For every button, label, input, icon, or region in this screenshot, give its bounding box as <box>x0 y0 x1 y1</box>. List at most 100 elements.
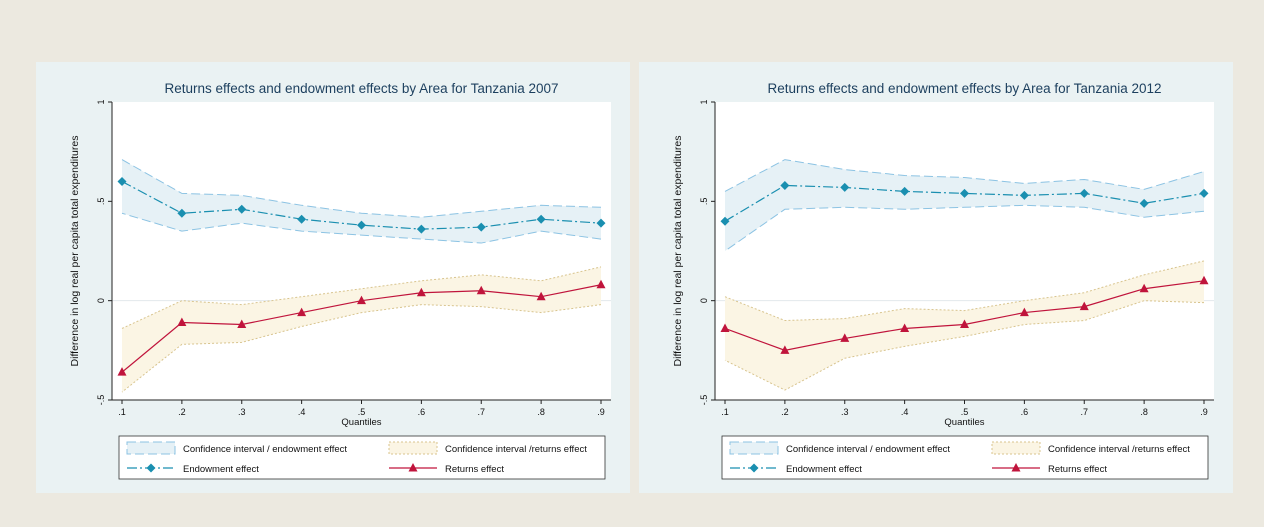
y-tick-label: -.5 <box>699 395 709 406</box>
legend-swatch-band-returns <box>388 441 438 455</box>
x-tick-label: .8 <box>537 407 545 417</box>
endowment-marker <box>1199 188 1209 198</box>
legend-swatch-band-endow <box>126 441 176 455</box>
x-tick-label: .6 <box>418 407 426 417</box>
returns-marker <box>177 317 187 327</box>
returns-marker <box>1079 301 1089 311</box>
legend-marker-line-endow <box>749 463 759 473</box>
x-tick-label: .4 <box>298 407 306 417</box>
legend-box <box>721 435 1209 480</box>
returns-marker <box>960 319 969 329</box>
returns-marker <box>720 323 730 332</box>
x-tick-label: .4 <box>901 407 909 417</box>
legend-swatch-band-returns <box>991 441 1041 455</box>
y-axis-label: Difference in log real per capita total … <box>672 136 684 367</box>
legend-swatch-band-endow <box>729 441 779 455</box>
x-tick-label: .5 <box>961 407 969 417</box>
legend-marker-line-endow <box>146 463 156 473</box>
legend-label: Confidence interval / endowment effect <box>183 444 347 455</box>
returns-marker <box>780 345 790 354</box>
legend-label: Returns effect <box>1048 464 1107 475</box>
legend-marker-line-returns <box>1011 463 1021 472</box>
endowment-marker <box>1139 198 1149 208</box>
returns-marker <box>476 285 486 295</box>
returns-marker <box>117 367 127 376</box>
endowment-marker <box>840 182 850 192</box>
x-tick-label: .9 <box>1200 407 1208 417</box>
x-tick-label: .2 <box>178 407 186 417</box>
ci-band-returns <box>122 266 601 393</box>
x-tick-label: .9 <box>597 407 605 417</box>
returns-marker <box>900 323 910 332</box>
x-tick-label: .5 <box>358 407 366 417</box>
chart-2007: Returns effects and endowment effects by… <box>69 81 611 480</box>
ci-band-endowment-lower <box>724 204 1205 252</box>
endowment-marker <box>960 188 969 198</box>
endowment-marker <box>720 216 730 226</box>
x-tick-label: .3 <box>238 407 246 417</box>
returns-marker <box>237 319 247 329</box>
endowment-marker <box>1079 188 1089 198</box>
legend-box <box>118 435 606 480</box>
endowment-marker <box>177 208 187 218</box>
returns-marker <box>596 279 606 289</box>
endowment-line <box>724 184 1205 222</box>
returns-marker <box>536 291 546 301</box>
returns-marker <box>1199 275 1209 285</box>
y-tick-label: .5 <box>96 198 106 206</box>
chart-title: Returns effects and endowment effects by… <box>164 81 558 96</box>
y-tick-label: 1 <box>699 99 709 104</box>
x-tick-label: .1 <box>721 407 729 417</box>
returns-marker <box>297 307 307 317</box>
endowment-marker <box>536 214 546 224</box>
x-tick-label: .1 <box>118 407 126 417</box>
chart-2012: Returns effects and endowment effects by… <box>672 81 1214 480</box>
x-tick-label: .7 <box>477 407 485 417</box>
legend-label: Confidence interval /returns effect <box>1048 444 1190 455</box>
ci-band-endowment-lower <box>121 212 602 244</box>
ci-band-returns-lower <box>724 300 1205 391</box>
x-tick-label: .8 <box>1140 407 1148 417</box>
returns-marker <box>357 295 366 305</box>
legend-label: Confidence interval / endowment effect <box>786 444 950 455</box>
endowment-marker <box>237 204 247 214</box>
plot-area <box>112 102 611 400</box>
ci-band-endowment <box>725 159 1204 251</box>
endowment-marker <box>117 176 127 186</box>
endowment-marker <box>596 218 606 228</box>
chart-panel-2007: Returns effects and endowment effects by… <box>36 62 630 493</box>
returns-marker <box>1019 307 1029 317</box>
x-tick-label: .7 <box>1080 407 1088 417</box>
ci-band-returns-upper <box>724 260 1205 322</box>
endowment-marker <box>357 220 366 230</box>
x-tick-label: .2 <box>781 407 789 417</box>
y-tick-label: 0 <box>96 298 106 303</box>
x-axis-label: Quantiles <box>944 417 984 428</box>
legend-label: Confidence interval /returns effect <box>445 444 587 455</box>
x-axis-label: Quantiles <box>341 417 381 428</box>
endowment-marker <box>416 224 426 234</box>
y-tick-label: -.5 <box>96 395 106 406</box>
y-tick-label: 1 <box>96 99 106 104</box>
legend-label: Endowment effect <box>786 464 862 475</box>
returns-marker <box>1139 283 1149 293</box>
y-tick-label: 0 <box>699 298 709 303</box>
endowment-marker <box>780 180 790 190</box>
endowment-marker <box>476 222 486 232</box>
endowment-marker <box>1019 190 1029 200</box>
y-axis-label: Difference in log real per capita total … <box>69 136 81 367</box>
legend-marker-line-returns <box>408 463 418 472</box>
ci-band-endowment <box>122 159 601 244</box>
chart-panel-2012: Returns effects and endowment effects by… <box>639 62 1233 493</box>
legend-label: Returns effect <box>445 464 504 475</box>
returns-marker <box>840 333 850 342</box>
endowment-marker <box>297 214 307 224</box>
ci-band-endowment-upper <box>724 159 1205 192</box>
returns-marker <box>416 287 426 297</box>
x-tick-label: .6 <box>1021 407 1029 417</box>
x-tick-label: .3 <box>841 407 849 417</box>
ci-band-endowment-upper <box>121 159 602 218</box>
ci-band-returns-lower <box>121 304 602 393</box>
chart-title: Returns effects and endowment effects by… <box>767 81 1161 96</box>
endowment-marker <box>900 186 910 196</box>
